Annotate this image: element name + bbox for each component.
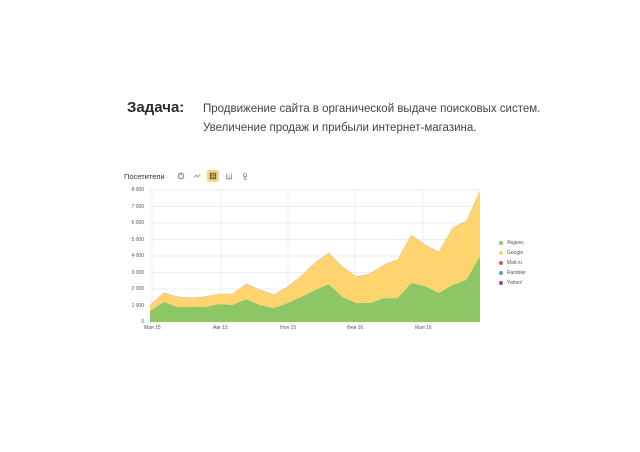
legend-dot-icon [499,251,503,255]
chart-toolbar: Посетители [124,169,255,183]
chart-legend: Яндекс Google Mail.ru Rambler Yahoo! [499,238,526,288]
line-chart-icon [193,174,201,178]
legend-dot-icon [499,261,503,265]
legend-label: Mail.ru [507,260,523,266]
task-line-1: Продвижение сайта в органической выдаче … [203,103,541,115]
y-tick-label: 5 000 [131,236,144,243]
legend-item[interactable]: Яндекс [499,238,526,248]
bar-chart-icon [225,173,232,180]
x-tick-label: Авг 15 [213,325,228,331]
x-tick-label: Мая 15 [144,325,161,331]
y-tick-label: 1 000 [131,302,144,309]
legend-label: Яндекс [507,240,524,246]
chart-title: Посетители [124,171,165,181]
y-tick-label: 7 000 [131,203,144,210]
stacked-area-chart-button[interactable] [206,170,219,182]
y-tick-label: 2 000 [131,286,144,292]
line-chart-button[interactable] [191,170,203,182]
area-яндекс [150,256,480,322]
stacked-area-chart-icon [209,172,216,180]
task-description: Продвижение сайта в органической выдаче … [203,100,540,138]
pie-chart-icon [177,172,185,180]
map-button[interactable] [239,170,251,182]
y-tick-label: 0 [141,319,144,325]
legend-label: Google [507,250,524,256]
pie-chart-button[interactable] [175,170,187,182]
legend-item[interactable]: Google [499,248,526,258]
legend-dot-icon [499,241,503,245]
legend-dot-icon [499,271,503,275]
legend-label: Rambler [507,270,526,276]
y-tick-label: 3 000 [131,269,144,276]
area-google [150,191,480,311]
task-label: Задача: [127,99,185,116]
legend-item[interactable]: Rambler [499,268,526,278]
legend-dot-icon [499,281,503,285]
x-tick-label: Ноя 15 [280,325,297,331]
y-tick-label: 6 000 [131,220,144,226]
legend-label: Yahoo! [507,280,523,286]
legend-item[interactable]: Yahoo! [499,278,526,288]
map-pin-icon [242,173,247,180]
bar-chart-button[interactable] [223,170,235,182]
x-tick-label: Фев 16 [347,325,364,331]
legend-item[interactable]: Mail.ru [499,258,526,268]
task-line-2: Увеличение продаж и прибыли интернет-маг… [203,122,477,134]
x-tick-label: Мая 16 [415,325,432,331]
y-tick-label: 4 000 [131,253,144,259]
y-tick-label: 8 000 [131,187,144,193]
